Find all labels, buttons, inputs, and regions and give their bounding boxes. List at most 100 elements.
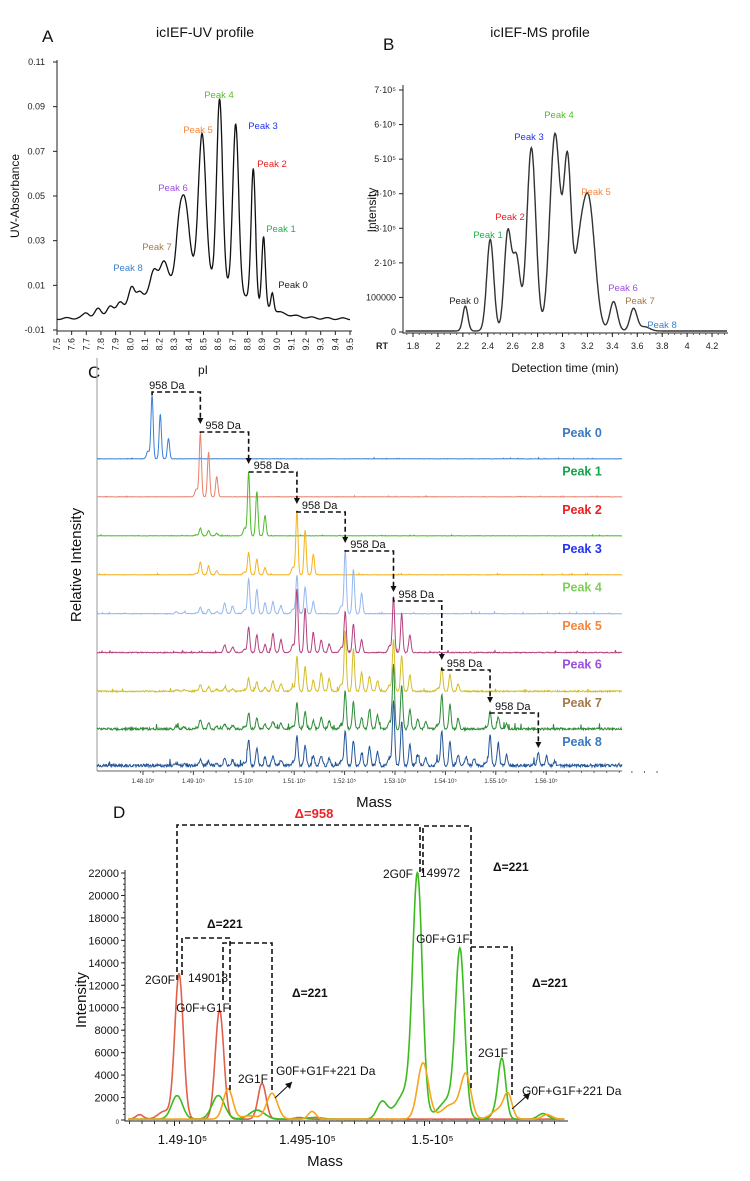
x-tick-label: 1.49-10⁵ bbox=[158, 1132, 207, 1147]
panel-label: B bbox=[383, 35, 394, 54]
x-tick-label: 3 bbox=[560, 341, 565, 351]
delta-221-label: Δ=221 bbox=[532, 976, 568, 990]
x-tick-label: 3.4 bbox=[606, 341, 619, 351]
chart-title: icIEF-UV profile bbox=[156, 24, 254, 40]
y-axis-label: Relative Intensity bbox=[68, 507, 85, 622]
y-tick-label: 7·10⁵ bbox=[374, 85, 396, 95]
y-tick-label: 2·10⁵ bbox=[374, 258, 396, 268]
y-tick-label: 0 bbox=[116, 1120, 120, 1126]
x-tick-label: 3.2 bbox=[581, 341, 594, 351]
delta-label: 958 Da bbox=[302, 500, 338, 512]
peak-label: Peak 4 bbox=[204, 90, 234, 101]
spectrum-trace bbox=[96, 700, 623, 769]
spectrum-trace bbox=[96, 664, 623, 732]
arrow-head-icon bbox=[487, 697, 494, 703]
x-tick-label: 7.8 bbox=[96, 338, 106, 351]
spectrum-trace bbox=[96, 588, 623, 655]
y-tick-label: 3·10⁵ bbox=[374, 223, 396, 233]
peak-label: Peak 1 bbox=[266, 224, 296, 235]
delta-bracket bbox=[471, 946, 513, 1097]
peak-annotation: 2G0F bbox=[383, 867, 413, 881]
y-tick-label: 0.01 bbox=[27, 280, 45, 290]
x-axis-label: Mass bbox=[307, 1153, 343, 1170]
delta-221-label: Δ=221 bbox=[493, 860, 529, 874]
spectrum-trace bbox=[97, 472, 623, 537]
x-tick-label: 1.55·10⁵ bbox=[484, 778, 507, 785]
peak-label: Peak 0 bbox=[278, 280, 308, 291]
x-tick-label: 1.53·10⁵ bbox=[384, 778, 407, 785]
peak-label: Peak 3 bbox=[514, 132, 544, 143]
x-tick-label: 1.56·10⁵ bbox=[535, 778, 558, 785]
peak-label: Peak 2 bbox=[495, 212, 525, 223]
arrow-head-icon bbox=[342, 537, 349, 543]
y-tick-label: 4000 bbox=[95, 1070, 119, 1082]
delta-bracket bbox=[344, 550, 395, 587]
delta-221-label: Δ=221 bbox=[292, 986, 328, 1000]
delta-bracket bbox=[199, 431, 250, 459]
trace-label: Peak 1 bbox=[562, 465, 602, 479]
peak-label: Peak 3 bbox=[248, 121, 278, 132]
trace-label: Peak 5 bbox=[562, 619, 602, 633]
panel-label: A bbox=[42, 27, 54, 46]
delta-bracket bbox=[422, 825, 472, 1090]
peak-annotation: G0F+G1F bbox=[176, 1001, 230, 1015]
x-tick-label: 7.7 bbox=[81, 338, 91, 351]
y-tick-label: 22000 bbox=[88, 868, 119, 880]
x-tick-label: 2 bbox=[435, 341, 440, 351]
y-tick-label: -0.01 bbox=[24, 325, 45, 335]
delta-bracket bbox=[296, 511, 347, 538]
trace-label: Peak 2 bbox=[562, 503, 602, 517]
peak-annotation: 2G1F bbox=[478, 1046, 508, 1060]
peak-label: Peak 0 bbox=[449, 296, 479, 307]
x-axis-label: Detection time (min) bbox=[511, 361, 618, 375]
delta-label: 958 Da bbox=[495, 701, 531, 713]
x-tick-label: 1.5-10⁵ bbox=[411, 1132, 453, 1147]
x-tick-label: 2.8 bbox=[531, 341, 544, 351]
spectrum-trace bbox=[97, 433, 623, 498]
arrow-head-icon bbox=[390, 586, 397, 592]
delta-958-label: Δ=958 bbox=[295, 806, 334, 821]
x-tick-label: 2.4 bbox=[482, 341, 495, 351]
peak-label: Peak 8 bbox=[113, 263, 143, 274]
y-tick-label: 4·10⁵ bbox=[374, 189, 396, 199]
trace-label: Peak 3 bbox=[562, 542, 602, 556]
trace-label: Peak 4 bbox=[562, 580, 602, 594]
x-tick-label: 8.4 bbox=[184, 338, 194, 351]
x-tick-label: 8.6 bbox=[213, 338, 223, 351]
y-tick-label: 0.09 bbox=[27, 102, 45, 112]
delta-label: 958 Da bbox=[398, 589, 434, 601]
panel-label: C bbox=[88, 363, 100, 382]
peak-annotation: 2G1F bbox=[238, 1072, 268, 1086]
mass-spectrum-series bbox=[128, 1061, 565, 1121]
x-tick-label: 3.6 bbox=[631, 341, 644, 351]
y-tick-label: 10000 bbox=[88, 1003, 119, 1015]
x-tick-label: 7.9 bbox=[111, 338, 121, 351]
y-tick-label: 6000 bbox=[95, 1048, 119, 1060]
panel-label: D bbox=[113, 803, 125, 822]
ms-trace bbox=[405, 132, 727, 332]
trace-label: Peak 0 bbox=[562, 426, 602, 440]
x-tick-label: 8.5 bbox=[199, 338, 209, 351]
y-tick-label: 5·10⁵ bbox=[374, 154, 396, 164]
arrow-head-icon bbox=[197, 418, 204, 424]
y-tick-label: 18000 bbox=[88, 913, 119, 925]
delta-bracket bbox=[222, 942, 273, 1093]
y-tick-label: 100000 bbox=[366, 292, 396, 302]
delta-bracket bbox=[392, 597, 443, 655]
peak-annotation: 2G0F bbox=[145, 973, 175, 987]
delta-label: 958 Da bbox=[350, 539, 386, 551]
axis-lines bbox=[124, 870, 568, 1122]
y-tick-label: 0.07 bbox=[27, 146, 45, 156]
x-tick-label: 7.6 bbox=[67, 338, 77, 351]
delta-221-label: Δ=221 bbox=[207, 917, 243, 931]
y-tick-label: 6·10⁵ bbox=[374, 120, 396, 130]
axis-lines bbox=[402, 85, 728, 334]
peak-label: Peak 7 bbox=[625, 296, 655, 307]
x-tick-label: 9.1 bbox=[286, 338, 296, 351]
y-tick-label: 20000 bbox=[88, 890, 119, 902]
y-tick-label: 0.03 bbox=[27, 236, 45, 246]
peak-label: Peak 6 bbox=[158, 183, 188, 194]
x-tick-label: 4 bbox=[685, 341, 690, 351]
peak-label: Peak 7 bbox=[142, 242, 172, 253]
